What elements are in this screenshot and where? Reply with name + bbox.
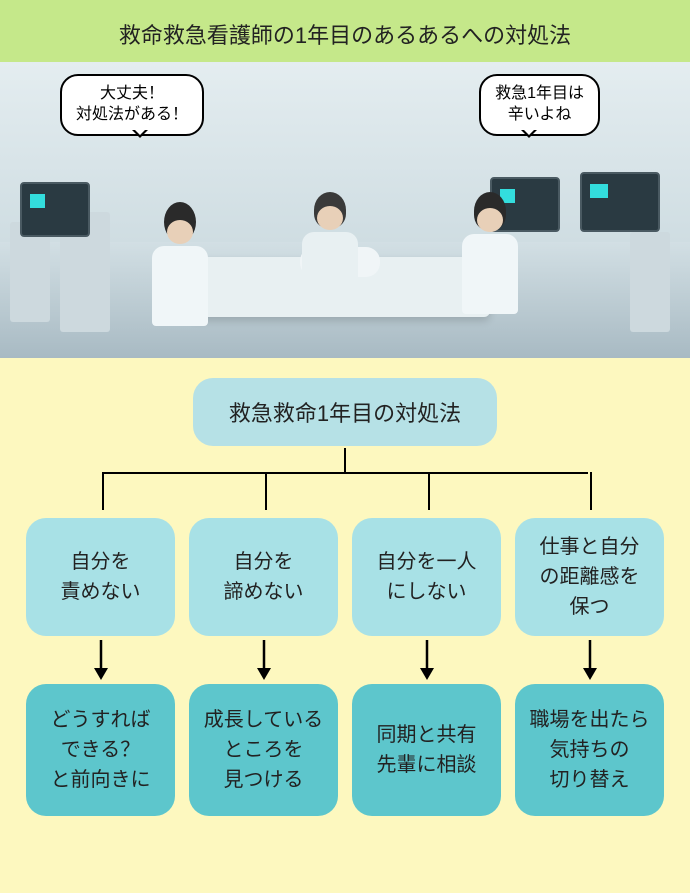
speech-bubble-left: 大丈夫！対処法がある！ [60, 74, 204, 136]
speech-bubble-right: 救急1年目は辛いよね [479, 74, 600, 136]
diagram: 救急救命1年目の対処法 自分を責めない 自分を諦めない 自分を一人にしない 仕事… [0, 358, 690, 893]
arrow-down-icon [26, 640, 175, 680]
leaf-node-1: どうすればできる？と前向きに [26, 684, 175, 816]
mid-node-4: 仕事と自分の距離感を保つ [515, 518, 664, 636]
arrow-down-icon [189, 640, 338, 680]
monitor-icon [20, 182, 90, 237]
nurse-figure [460, 192, 520, 314]
doctor-figure [300, 192, 360, 312]
header: 救命救急看護師の1年目のあるあるへの対処法 [0, 0, 690, 62]
mid-node-2: 自分を諦めない [189, 518, 338, 636]
mid-row: 自分を責めない 自分を諦めない 自分を一人にしない 仕事と自分の距離感を保つ [20, 518, 670, 636]
monitor-icon [580, 172, 660, 232]
bottom-row: どうすればできる？と前向きに 成長しているところを見つける 同期と共有先輩に相談… [20, 684, 670, 816]
connector-lines [20, 448, 670, 518]
arrow-row [20, 640, 670, 680]
hero-illustration: 大丈夫！対処法がある！ 救急1年目は辛いよね [0, 62, 690, 358]
page-title: 救命救急看護師の1年目のあるあるへの対処法 [0, 18, 690, 50]
mid-node-3: 自分を一人にしない [352, 518, 501, 636]
root-node: 救急救命1年目の対処法 [193, 378, 497, 446]
leaf-node-3: 同期と共有先輩に相談 [352, 684, 501, 816]
mid-node-1: 自分を責めない [26, 518, 175, 636]
nurse-figure [150, 202, 210, 326]
arrow-down-icon [515, 640, 664, 680]
arrow-down-icon [352, 640, 501, 680]
leaf-node-2: 成長しているところを見つける [189, 684, 338, 816]
leaf-node-4: 職場を出たら気持ちの切り替え [515, 684, 664, 816]
